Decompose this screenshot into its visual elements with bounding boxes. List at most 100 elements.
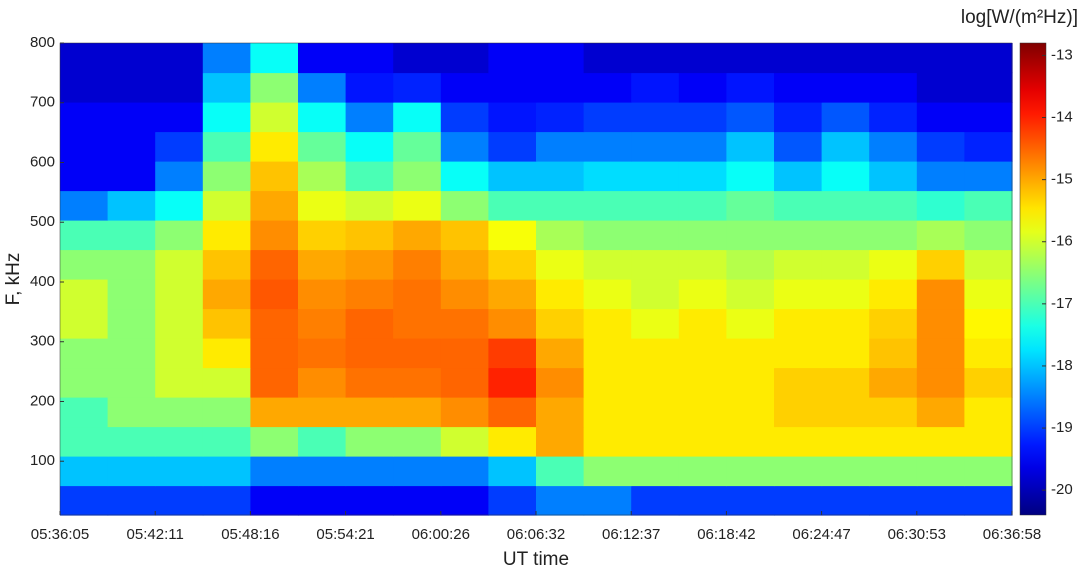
heat-cell	[726, 72, 775, 103]
y-tick-label: 600	[30, 153, 55, 170]
heat-cell	[774, 308, 823, 339]
heat-cell	[869, 485, 918, 516]
heat-cell	[60, 72, 109, 103]
x-tick-label: 06:18:42	[697, 526, 755, 543]
heat-cell	[964, 367, 1013, 398]
heat-cell	[202, 72, 251, 103]
y-tick-label: 400	[30, 273, 55, 290]
heat-cell	[964, 308, 1013, 339]
heat-cell	[964, 456, 1013, 487]
heat-cell	[393, 249, 442, 280]
heat-cell	[964, 485, 1013, 516]
heat-cell	[488, 220, 537, 251]
heat-cell	[250, 338, 299, 369]
heat-cell	[250, 72, 299, 103]
heat-cell	[631, 220, 680, 251]
heat-cell	[298, 367, 347, 398]
heat-cell	[250, 102, 299, 133]
heat-cell	[726, 43, 775, 74]
heat-cell	[298, 220, 347, 251]
heat-cell	[393, 43, 442, 74]
heat-cell	[678, 338, 727, 369]
y-tick-label: 700	[30, 94, 55, 111]
heat-cell	[440, 102, 489, 133]
heat-cell	[536, 249, 585, 280]
heat-cell	[250, 220, 299, 251]
heat-cell	[964, 190, 1013, 221]
heat-cell	[726, 397, 775, 428]
heat-cell	[583, 72, 632, 103]
heat-cell	[60, 397, 109, 428]
heat-cell	[155, 338, 204, 369]
heat-cell	[393, 190, 442, 221]
heat-cell	[345, 367, 394, 398]
heat-cell	[60, 102, 109, 133]
heat-cell	[536, 131, 585, 162]
heat-cell	[726, 161, 775, 192]
heat-cell	[345, 43, 394, 74]
heat-cell	[583, 249, 632, 280]
heat-cell	[60, 279, 109, 310]
heat-cell	[916, 397, 965, 428]
heat-cell	[393, 102, 442, 133]
heat-cell	[393, 72, 442, 103]
heat-cell	[631, 190, 680, 221]
heat-cell	[583, 43, 632, 74]
heat-cell	[774, 485, 823, 516]
heat-cell	[869, 131, 918, 162]
heat-cell	[964, 161, 1013, 192]
y-tick-label: 800	[30, 34, 55, 51]
heat-cell	[774, 161, 823, 192]
heat-cell	[774, 279, 823, 310]
heat-cell	[298, 426, 347, 457]
colorbar-tick-label: -16	[1051, 233, 1073, 250]
heat-cell	[821, 249, 870, 280]
heat-cell	[155, 220, 204, 251]
heat-cell	[60, 338, 109, 369]
heat-cell	[107, 308, 156, 339]
y-tick-label: 500	[30, 213, 55, 230]
heat-cell	[107, 220, 156, 251]
heat-cell	[250, 161, 299, 192]
heat-cell	[774, 72, 823, 103]
heat-cell	[202, 43, 251, 74]
heat-cell	[107, 279, 156, 310]
heat-cell	[393, 161, 442, 192]
heat-cell	[821, 485, 870, 516]
heat-cell	[298, 338, 347, 369]
heat-cell	[155, 279, 204, 310]
x-axis-label: UT time	[503, 549, 569, 570]
heat-cell	[536, 338, 585, 369]
heat-cell	[440, 397, 489, 428]
heat-cell	[155, 456, 204, 487]
heat-cell	[869, 338, 918, 369]
heat-cell	[726, 456, 775, 487]
colorbar-tick-label: -13	[1051, 46, 1073, 63]
x-tick-label: 05:48:16	[221, 526, 279, 543]
heat-cell	[345, 131, 394, 162]
heat-cell	[583, 367, 632, 398]
heat-cell	[488, 308, 537, 339]
heat-cell	[155, 102, 204, 133]
heat-cell	[583, 190, 632, 221]
heat-cell	[869, 72, 918, 103]
heat-cell	[298, 456, 347, 487]
heat-cell	[869, 249, 918, 280]
heat-cell	[678, 43, 727, 74]
heat-cell	[155, 72, 204, 103]
heat-cell	[964, 338, 1013, 369]
heat-cell	[298, 249, 347, 280]
heat-cell	[202, 308, 251, 339]
heat-cell	[536, 102, 585, 133]
heat-cell	[916, 72, 965, 103]
heat-cell	[440, 220, 489, 251]
heat-cell	[393, 131, 442, 162]
heat-cell	[583, 485, 632, 516]
heat-cell	[631, 338, 680, 369]
heat-cell	[726, 131, 775, 162]
heat-cell	[202, 338, 251, 369]
heat-cell	[869, 190, 918, 221]
heat-cell	[821, 161, 870, 192]
heat-cell	[726, 190, 775, 221]
heat-cell	[869, 367, 918, 398]
